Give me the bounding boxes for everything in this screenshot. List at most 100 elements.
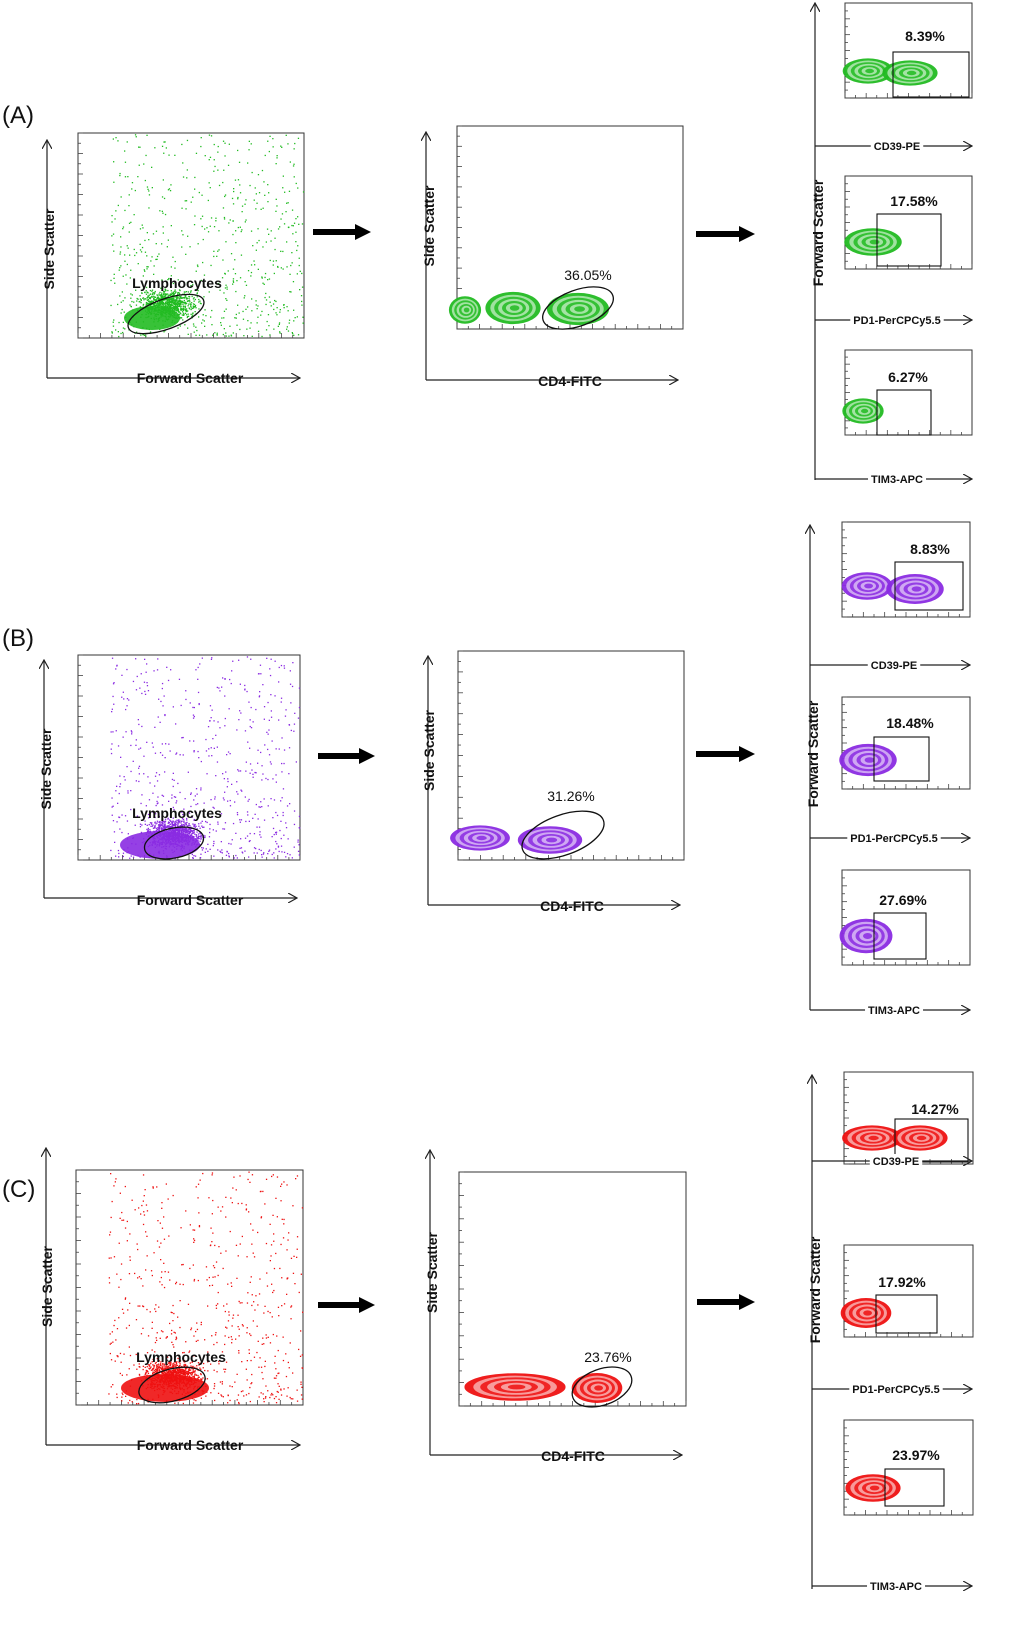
- subplot-gate-percent: 27.69%: [879, 892, 927, 908]
- event-dot: [171, 1341, 173, 1343]
- event-dot: [187, 291, 190, 293]
- event-dot: [198, 837, 200, 840]
- event-dot: [174, 821, 176, 823]
- event-dot: [197, 838, 199, 840]
- event-dot: [180, 301, 182, 303]
- event-dot: [152, 233, 155, 235]
- event-dot: [228, 1314, 230, 1316]
- event-dot: [171, 307, 173, 310]
- event-dot: [269, 259, 271, 262]
- event-dot: [199, 1362, 201, 1364]
- event-dot: [193, 331, 195, 333]
- event-dot: [260, 673, 262, 675]
- event-dot: [203, 826, 205, 828]
- event-dot: [263, 798, 265, 800]
- event-dot: [147, 296, 150, 298]
- subplot-x-label-bg: [847, 831, 941, 845]
- event-dot: [164, 825, 166, 827]
- subplot-tim3-apc: 6.27%TIM3-APC: [815, 349, 972, 486]
- event-dot: [266, 1285, 269, 1287]
- event-dot: [172, 293, 174, 295]
- event-dot: [187, 310, 189, 312]
- event-dot: [263, 1398, 265, 1400]
- event-dot: [262, 1393, 264, 1395]
- event-dot: [184, 1374, 186, 1376]
- event-dot: [235, 242, 237, 244]
- event-dot: [209, 848, 211, 850]
- event-dot: [267, 701, 269, 704]
- event-dot: [238, 1352, 240, 1354]
- event-dot: [112, 683, 115, 685]
- event-dot: [169, 307, 171, 309]
- event-dot: [262, 773, 264, 775]
- event-dot: [175, 1366, 177, 1368]
- event-dot: [188, 297, 190, 300]
- event-dot: [111, 215, 113, 217]
- event-dot: [195, 835, 198, 837]
- event-dot: [193, 306, 196, 308]
- event-dot: [240, 254, 243, 256]
- event-dot: [270, 230, 272, 232]
- event-dot: [178, 293, 181, 295]
- event-dot: [156, 303, 158, 305]
- event-dot: [151, 1274, 153, 1277]
- event-dot: [182, 1402, 184, 1405]
- event-dot: [160, 700, 162, 703]
- event-dot: [159, 1368, 161, 1370]
- scatter-x-label: Forward Scatter: [137, 370, 244, 386]
- event-dot: [171, 794, 173, 796]
- subplot-cd39-pe: 8.83%CD39-PE: [810, 521, 970, 672]
- event-dot: [179, 300, 181, 303]
- event-dot: [195, 834, 197, 836]
- event-dot: [136, 815, 139, 817]
- event-dot: [197, 666, 199, 669]
- cd4-x-label: CD4-FITC: [540, 898, 604, 914]
- event-dot: [287, 310, 289, 312]
- event-dot: [120, 265, 122, 267]
- event-dot: [197, 290, 199, 292]
- event-dot: [188, 300, 190, 302]
- event-dot: [265, 777, 267, 780]
- scatter-events: [110, 134, 305, 338]
- event-dot: [142, 1305, 145, 1308]
- event-dot: [280, 218, 282, 220]
- event-dot: [190, 285, 192, 287]
- event-dot: [176, 301, 179, 304]
- event-dot: [255, 847, 257, 850]
- event-dot: [191, 853, 193, 856]
- event-dot: [258, 1366, 260, 1368]
- event-dot: [243, 335, 245, 337]
- event-dot: [127, 833, 129, 835]
- event-dot: [154, 1308, 156, 1310]
- event-dot: [301, 1354, 303, 1356]
- event-dot: [189, 740, 191, 742]
- event-dot: [225, 241, 227, 243]
- event-dot: [269, 1312, 271, 1314]
- event-dot: [147, 295, 149, 297]
- event-dot: [134, 824, 136, 826]
- event-dot: [169, 293, 172, 295]
- event-dot: [251, 1382, 253, 1384]
- event-dot: [198, 703, 200, 705]
- event-dot: [187, 1373, 189, 1375]
- event-dot: [167, 298, 169, 300]
- event-dot: [228, 222, 230, 224]
- event-dot: [232, 283, 234, 285]
- event-dot: [205, 750, 208, 752]
- event-dot: [224, 287, 227, 289]
- event-dot: [207, 231, 210, 233]
- event-dot: [146, 186, 149, 188]
- event-dot: [130, 221, 132, 223]
- event-dot: [137, 298, 139, 300]
- event-dot: [169, 1364, 171, 1367]
- event-dot: [261, 779, 263, 781]
- event-dot: [133, 248, 135, 251]
- event-dot: [196, 296, 198, 298]
- event-dot: [250, 275, 252, 277]
- event-dot: [288, 773, 290, 775]
- event-dot: [297, 187, 299, 189]
- event-dot: [263, 181, 265, 183]
- event-dot: [117, 802, 119, 804]
- event-dot: [118, 321, 120, 324]
